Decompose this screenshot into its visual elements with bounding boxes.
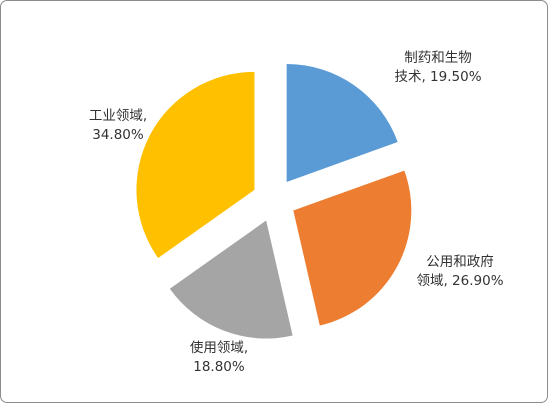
pie-slice-utilities-government [293, 170, 412, 326]
pie-slice-industrial [136, 71, 255, 259]
data-label-utilities-government: 公用和政府领域, 26.90% [416, 254, 503, 289]
pie-slice-pharma-biotech [286, 64, 398, 183]
data-label-line: 工业领域, [89, 108, 147, 124]
data-label-usage-domain: 使用领域, 18.80% [190, 339, 248, 375]
pie-slice-usage-domain [169, 220, 293, 339]
data-label-line: 领域, 26.90% [416, 273, 503, 289]
data-label-line: 18.80% [193, 359, 245, 375]
data-label-industrial: 工业领域, 34.80% [89, 108, 147, 143]
data-label-line: 公用和政府 [426, 254, 494, 270]
data-label-line: 技术, 19.50% [394, 69, 481, 85]
data-label-line: 34.80% [92, 127, 144, 143]
data-label-line: 使用领域, [190, 339, 248, 356]
data-label-line: 制药和生物 [404, 50, 472, 66]
data-label-pharma-biotech: 制药和生物技术, 19.50% [394, 50, 481, 85]
